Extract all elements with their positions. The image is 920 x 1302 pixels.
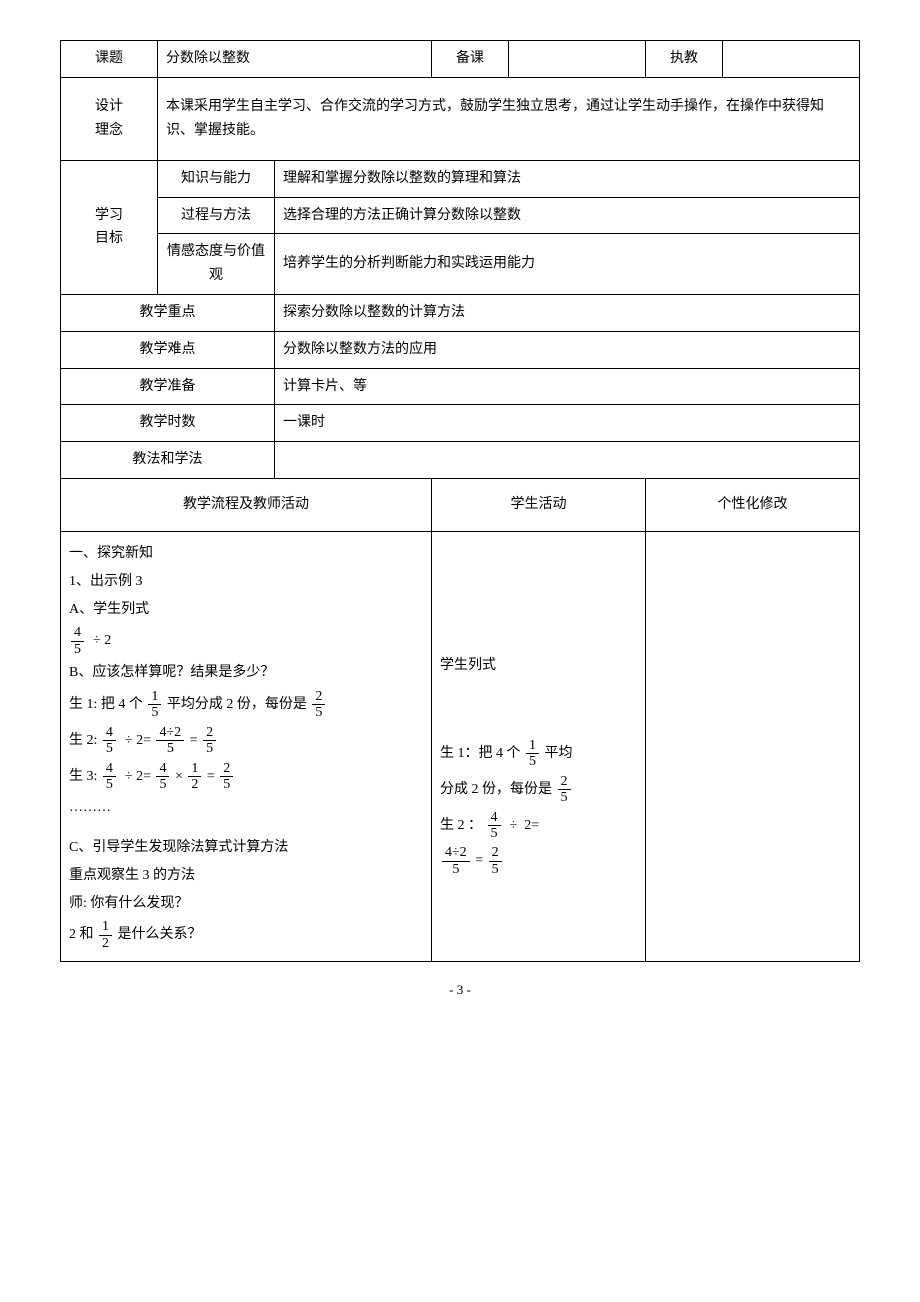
page-number: - 3 - <box>60 982 860 998</box>
fraction-4-5: 45 <box>71 625 84 657</box>
teach-label: 执教 <box>646 41 723 78</box>
method-value <box>275 442 860 479</box>
goal-text-2: 选择合理的方法正确计算分数除以整数 <box>275 197 860 234</box>
tf-line2: 1、出示例 3 <box>69 570 423 594</box>
design-label: 设计 理念 <box>61 77 158 160</box>
tf-lC4: 2 和 12 是什么关系？ <box>69 919 423 951</box>
flow-header-row: 教学流程及教师活动 学生活动 个性化修改 <box>61 478 860 531</box>
design-row: 设计 理念 本课采用学生自主学习、合作交流的学习方式，鼓励学生独立思考，通过让学… <box>61 77 860 160</box>
student-flow-cell: 学生列式 生 1：把 4 个 15 平均 分成 2 份，每份是 25 生 2 ：… <box>432 531 646 961</box>
flow-col2-header: 学生活动 <box>432 478 646 531</box>
goals-label: 学习 目标 <box>61 160 158 294</box>
goal-text-3: 培养学生的分析判断能力和实践运用能力 <box>275 234 860 295</box>
topic-value: 分数除以整数 <box>158 41 432 78</box>
teach-value <box>723 41 860 78</box>
tf-line1: 一、探究新知 <box>69 542 423 566</box>
tf-s2: 生 2: 45 ÷ 2= 4÷25 = 25 <box>69 725 423 757</box>
prep-label: 备课 <box>432 41 509 78</box>
sf-s1: 学生列式 <box>440 654 637 678</box>
prep2-label: 教学准备 <box>61 368 275 405</box>
goal-sub-3: 情感态度与价值观 <box>158 234 275 295</box>
tf-line3: A、学生列式 <box>69 598 423 622</box>
sf-s3-line2: 4÷25 = 25 <box>440 845 637 877</box>
tf-lC2: 重点观察生 3 的方法 <box>69 864 423 888</box>
sf-s2-line2: 分成 2 份，每份是 25 <box>440 774 637 806</box>
goal-sub-1: 知识与能力 <box>158 160 275 197</box>
tf-dots: ……… <box>69 796 423 820</box>
goal-row-2: 过程与方法 选择合理的方法正确计算分数除以整数 <box>61 197 860 234</box>
page-container: 课题 分数除以整数 备课 执教 设计 理念 本课采用学生自主学习、合作交流的学习… <box>60 40 860 998</box>
method-label: 教法和学法 <box>61 442 275 479</box>
keypoint-value: 探索分数除以整数的计算方法 <box>275 294 860 331</box>
tf-s3: 生 3: 45 ÷ 2= 45 × 12 = 25 <box>69 761 423 793</box>
flow-body-row: 一、探究新知 1、出示例 3 A、学生列式 45 ÷ 2 B、应该怎样算呢？结果… <box>61 531 860 961</box>
method-row: 教法和学法 <box>61 442 860 479</box>
goal-text-1: 理解和掌握分数除以整数的算理和算法 <box>275 160 860 197</box>
fraction-1-5: 15 <box>148 689 161 721</box>
flow-col3-header: 个性化修改 <box>646 478 860 531</box>
design-value: 本课采用学生自主学习、合作交流的学习方式，鼓励学生独立思考，通过让学生动手操作，… <box>158 77 860 160</box>
flow-col1-header: 教学流程及教师活动 <box>61 478 432 531</box>
keypoint-label: 教学重点 <box>61 294 275 331</box>
sf-s3-line1: 生 2 ： 45 ÷ 2= <box>440 810 637 842</box>
goal-row-3: 情感态度与价值观 培养学生的分析判断能力和实践运用能力 <box>61 234 860 295</box>
difficulty-row: 教学难点 分数除以整数方法的应用 <box>61 331 860 368</box>
goal-row-1: 学习 目标 知识与能力 理解和掌握分数除以整数的算理和算法 <box>61 160 860 197</box>
topic-label: 课题 <box>61 41 158 78</box>
hours-row: 教学时数 一课时 <box>61 405 860 442</box>
personalize-cell <box>646 531 860 961</box>
sf-s2-line1: 生 1：把 4 个 15 平均 <box>440 738 637 770</box>
lesson-plan-table: 课题 分数除以整数 备课 执教 设计 理念 本课采用学生自主学习、合作交流的学习… <box>60 40 860 962</box>
tf-s1: 生 1: 把 4 个 15 平均分成 2 份，每份是 25 <box>69 689 423 721</box>
hours-label: 教学时数 <box>61 405 275 442</box>
keypoint-row: 教学重点 探索分数除以整数的计算方法 <box>61 294 860 331</box>
header-row: 课题 分数除以整数 备课 执教 <box>61 41 860 78</box>
tf-line5: B、应该怎样算呢？结果是多少？ <box>69 661 423 685</box>
prep2-value: 计算卡片、等 <box>275 368 860 405</box>
tf-lC3: 师: 你有什么发现？ <box>69 892 423 916</box>
difficulty-label: 教学难点 <box>61 331 275 368</box>
teacher-flow-cell: 一、探究新知 1、出示例 3 A、学生列式 45 ÷ 2 B、应该怎样算呢？结果… <box>61 531 432 961</box>
tf-expr1: 45 ÷ 2 <box>69 625 423 657</box>
fraction-2-5: 25 <box>312 689 325 721</box>
goal-sub-2: 过程与方法 <box>158 197 275 234</box>
difficulty-value: 分数除以整数方法的应用 <box>275 331 860 368</box>
prep-row: 教学准备 计算卡片、等 <box>61 368 860 405</box>
prep-value <box>509 41 646 78</box>
tf-lC: C、引导学生发现除法算式计算方法 <box>69 836 423 860</box>
hours-value: 一课时 <box>275 405 860 442</box>
